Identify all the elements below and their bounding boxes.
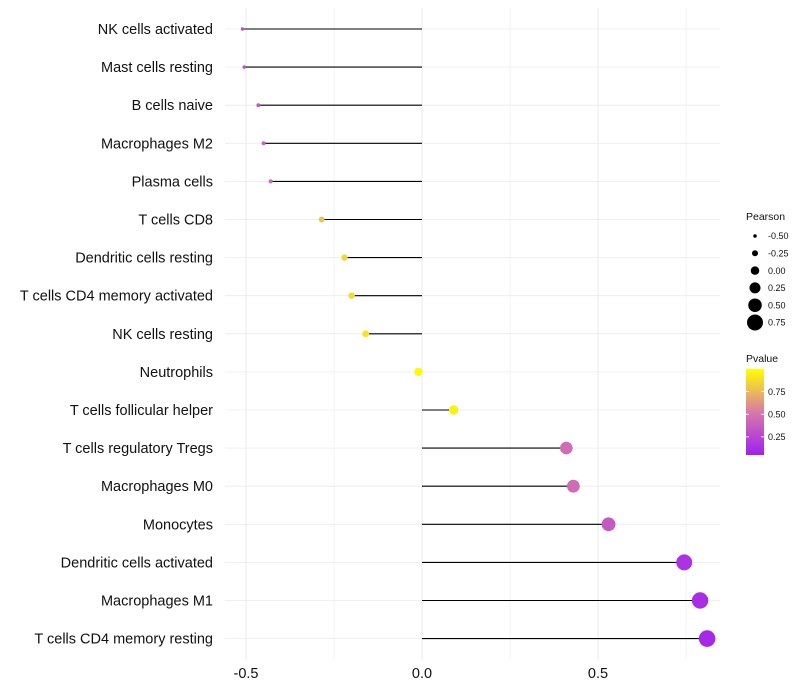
pvalue-color-legend: Pvalue 0.25 0.50 0.75 — [746, 353, 786, 455]
lollipop-point — [268, 179, 273, 184]
category-label: Mast cells resting — [101, 60, 213, 76]
category-label: T cells follicular helper — [70, 403, 213, 419]
size-legend-dot — [747, 314, 763, 331]
pearson-size-legend: Pearson -0.50 -0.25 0.00 0.25 0.50 0.75 — [746, 211, 789, 331]
lollipop-point — [318, 216, 325, 223]
size-legend-label: -0.50 — [768, 231, 789, 241]
lollipop-point — [566, 479, 580, 493]
size-legend-label: 0.25 — [768, 283, 786, 293]
size-legend-label: -0.25 — [768, 249, 789, 259]
lollipop-point — [341, 254, 348, 261]
size-legend-dot — [753, 234, 757, 238]
category-label: B cells naive — [132, 98, 213, 114]
category-label: Plasma cells — [132, 174, 213, 190]
category-label: T cells CD4 memory resting — [34, 632, 213, 648]
lollipop-point — [261, 141, 266, 146]
category-label: Macrophages M2 — [101, 136, 213, 152]
x-axis-ticks: -0.5 0.0 0.5 — [234, 666, 609, 682]
size-legend-label: 0.00 — [768, 266, 786, 276]
color-legend-label: 0.25 — [768, 432, 786, 442]
lollipop-point — [414, 367, 423, 377]
x-tick-label: -0.5 — [234, 666, 259, 682]
color-legend-bar — [746, 369, 764, 455]
lollipop-point — [242, 65, 246, 69]
category-label: Dendritic cells resting — [75, 251, 213, 267]
size-legend-dot — [752, 250, 758, 257]
color-legend-label: 0.75 — [768, 387, 786, 397]
color-legend-title: Pvalue — [746, 353, 778, 365]
size-legend-title: Pearson — [746, 211, 785, 223]
category-label: T cells regulatory Tregs — [63, 441, 213, 457]
lollipop-point — [698, 630, 716, 647]
category-label: Macrophages M1 — [101, 594, 213, 610]
size-legend-dot — [749, 282, 761, 294]
category-label: Monocytes — [143, 517, 213, 533]
lollipop-point — [448, 405, 459, 415]
lollipop-point — [691, 592, 709, 609]
x-tick-label: 0.5 — [588, 666, 608, 682]
category-label: T cells CD4 memory activated — [20, 289, 213, 305]
category-label: NK cells resting — [112, 327, 213, 343]
lollipop-point — [560, 441, 573, 455]
category-label: T cells CD8 — [138, 213, 213, 229]
category-labels: NK cells activated Mast cells resting B ce… — [20, 22, 213, 648]
size-legend-label: 0.75 — [768, 318, 786, 328]
size-legend-dot — [750, 266, 760, 275]
size-legend-dot — [748, 298, 762, 312]
lollipop-point — [348, 292, 355, 299]
category-label: Neutrophils — [140, 365, 213, 381]
lollipop-marks — [240, 27, 716, 647]
lollipop-point — [676, 554, 693, 571]
lollipop-point — [362, 330, 370, 338]
color-legend-label: 0.50 — [768, 409, 786, 419]
lollipop-point — [601, 517, 616, 532]
lollipop-point — [240, 27, 245, 31]
x-tick-label: 0.0 — [412, 666, 432, 682]
size-legend-label: 0.50 — [768, 300, 786, 310]
lollipop-point — [256, 103, 261, 108]
category-label: Macrophages M0 — [101, 479, 213, 495]
category-label: NK cells activated — [98, 22, 213, 38]
category-label: Dendritic cells activated — [61, 555, 213, 571]
